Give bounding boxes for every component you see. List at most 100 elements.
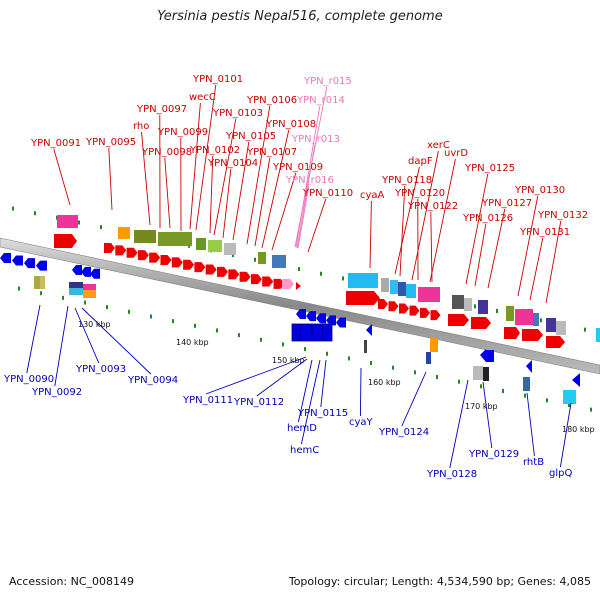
gene-label[interactable]: YPN_0125 bbox=[464, 163, 515, 174]
feature-box[interactable] bbox=[515, 309, 533, 325]
gene-label[interactable]: YPN_0131 bbox=[519, 227, 570, 238]
forward-arrow[interactable] bbox=[115, 245, 127, 256]
gene-label[interactable]: YPN_0128 bbox=[426, 469, 477, 480]
gene-label[interactable]: YPN_0099 bbox=[157, 127, 208, 138]
feature-box[interactable] bbox=[348, 273, 378, 288]
forward-arrow[interactable] bbox=[273, 278, 285, 289]
forward-arrow[interactable] bbox=[420, 307, 430, 318]
forward-arrow[interactable] bbox=[546, 336, 565, 348]
gene-label[interactable]: YPN_0109 bbox=[272, 162, 323, 173]
feature-box[interactable] bbox=[40, 276, 45, 289]
reverse-arrow[interactable] bbox=[366, 324, 372, 336]
feature-box[interactable] bbox=[272, 255, 286, 268]
feature-box[interactable] bbox=[208, 240, 222, 252]
gene-label[interactable]: YPN_0095 bbox=[85, 137, 136, 148]
reverse-arrow[interactable] bbox=[326, 315, 336, 326]
reverse-arrow[interactable] bbox=[480, 349, 486, 362]
reverse-arrow[interactable] bbox=[336, 317, 346, 328]
forward-arrow[interactable] bbox=[205, 264, 217, 275]
forward-arrow[interactable] bbox=[296, 282, 301, 290]
forward-arrow[interactable] bbox=[228, 269, 240, 280]
gene-label[interactable]: YPN_r016 bbox=[285, 175, 334, 186]
gene-label[interactable]: rhtB bbox=[523, 457, 544, 468]
reverse-arrow[interactable] bbox=[90, 268, 100, 279]
forward-arrow[interactable] bbox=[388, 301, 399, 312]
forward-arrow-run[interactable] bbox=[104, 243, 301, 290]
gene-label[interactable]: YPN_0091 bbox=[30, 138, 81, 149]
gene-label[interactable]: YPN_0092 bbox=[31, 387, 82, 398]
forward-arrow[interactable] bbox=[126, 247, 138, 258]
feature-box[interactable] bbox=[364, 340, 367, 353]
reverse-arrow-run[interactable] bbox=[296, 309, 346, 328]
reverse-arrow-run[interactable] bbox=[0, 253, 47, 271]
forward-arrow[interactable] bbox=[239, 271, 251, 282]
gene-label[interactable]: YPN_r013 bbox=[291, 134, 340, 145]
gene-label[interactable]: YPN_0108 bbox=[265, 119, 316, 130]
feature-box[interactable] bbox=[34, 276, 40, 289]
feature-box[interactable] bbox=[596, 328, 600, 342]
reverse-arrow[interactable] bbox=[572, 373, 580, 387]
feature-box[interactable] bbox=[483, 367, 489, 381]
feature-box[interactable] bbox=[523, 377, 530, 391]
feature-box[interactable] bbox=[418, 287, 440, 302]
feature-box[interactable] bbox=[57, 215, 78, 228]
forward-arrow[interactable] bbox=[137, 250, 149, 261]
forward-arrow[interactable] bbox=[262, 276, 274, 287]
feature-box[interactable] bbox=[426, 352, 431, 364]
gene-label[interactable]: YPN_r015 bbox=[303, 76, 352, 87]
feature-box[interactable] bbox=[118, 227, 130, 239]
feature-box[interactable] bbox=[83, 284, 96, 290]
forward-arrow[interactable] bbox=[217, 266, 228, 277]
feature-box[interactable] bbox=[158, 232, 192, 246]
gene-label[interactable]: YPN_0122 bbox=[407, 201, 458, 212]
gene-label[interactable]: YPN_0120 bbox=[394, 188, 445, 199]
gene-label[interactable]: YPN_0101 bbox=[192, 74, 243, 85]
feature-box[interactable] bbox=[69, 282, 83, 288]
gene-label[interactable]: dapF bbox=[408, 156, 433, 167]
gene-label[interactable]: YPN_0115 bbox=[297, 408, 348, 419]
gene-label[interactable]: uvrD bbox=[444, 148, 468, 159]
feature-box[interactable] bbox=[258, 252, 266, 264]
forward-arrow[interactable] bbox=[54, 234, 77, 248]
forward-arrow[interactable] bbox=[504, 327, 520, 339]
reverse-arrow[interactable] bbox=[316, 313, 326, 324]
feature-box[interactable] bbox=[556, 321, 566, 335]
feature-box[interactable] bbox=[134, 230, 156, 243]
forward-arrow[interactable] bbox=[448, 314, 469, 326]
gene-label[interactable]: YPN_0094 bbox=[127, 375, 178, 386]
reverse-arrow[interactable] bbox=[72, 265, 82, 275]
feature-box[interactable] bbox=[69, 288, 83, 295]
gene-label[interactable]: YPN_0093 bbox=[75, 364, 126, 375]
gene-label[interactable]: glpQ bbox=[549, 468, 572, 479]
reverse-arrow[interactable] bbox=[12, 255, 23, 266]
gene-label[interactable]: YPN_0132 bbox=[537, 210, 588, 221]
feature-box[interactable] bbox=[196, 238, 206, 250]
gene-label[interactable]: YPN_0130 bbox=[514, 185, 565, 196]
forward-arrow[interactable] bbox=[471, 317, 491, 329]
gene-label[interactable]: rho bbox=[133, 121, 149, 132]
feature-box[interactable] bbox=[478, 300, 488, 314]
gene-label[interactable]: YPN_0102 bbox=[189, 145, 240, 156]
gene-label[interactable]: YPN_0106 bbox=[246, 95, 297, 106]
feature-box[interactable] bbox=[563, 390, 576, 404]
rna-arrow[interactable] bbox=[282, 279, 294, 289]
reverse-arrow[interactable] bbox=[81, 266, 91, 277]
feature-box[interactable] bbox=[506, 306, 514, 321]
gene-label[interactable]: YPN_r014 bbox=[296, 95, 345, 106]
forward-arrow[interactable] bbox=[399, 303, 409, 314]
feature-box[interactable] bbox=[473, 366, 483, 380]
forward-arrow[interactable] bbox=[104, 243, 115, 253]
gene-label[interactable]: cyaY bbox=[349, 417, 374, 428]
reverse-arrow[interactable] bbox=[526, 360, 532, 373]
forward-arrow[interactable] bbox=[409, 305, 420, 316]
gene-label[interactable]: YPN_0103 bbox=[212, 108, 263, 119]
gene-label[interactable]: YPN_0097 bbox=[136, 104, 187, 115]
gene-label[interactable]: YPN_0124 bbox=[378, 427, 429, 438]
gene-label[interactable]: YPN_0110 bbox=[302, 188, 353, 199]
forward-arrow[interactable] bbox=[160, 254, 172, 265]
feature-box[interactable] bbox=[486, 350, 494, 362]
feature-box[interactable] bbox=[381, 278, 389, 292]
feature-box[interactable] bbox=[533, 313, 539, 326]
forward-arrow[interactable] bbox=[378, 299, 388, 309]
gene-label[interactable]: wecC bbox=[189, 92, 216, 103]
